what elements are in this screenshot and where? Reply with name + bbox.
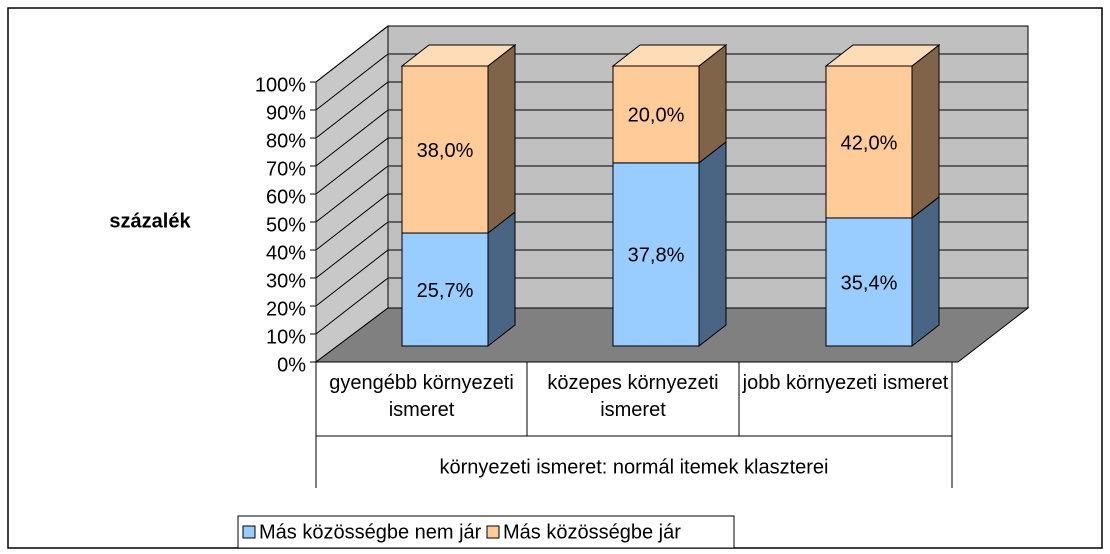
- x-tick-label: gyengébb környezeti ismeret: [329, 372, 514, 421]
- grid-line: [315, 193, 389, 251]
- bar-side: [698, 140, 727, 348]
- x-axis-title: környezeti ismeret: normál itemek klaszt…: [439, 456, 828, 478]
- bar: [401, 232, 489, 347]
- grid-line: [315, 81, 389, 139]
- legend-swatch: [486, 525, 500, 539]
- x-tick-label: közepes környezeti ismeret: [547, 372, 719, 421]
- value-label: 35,4%: [841, 272, 898, 294]
- bar-side: [487, 43, 516, 235]
- y-tick-label: 90%: [266, 102, 306, 124]
- value-label: 25,7%: [417, 280, 474, 302]
- bar: [401, 65, 489, 234]
- grid-line: [315, 249, 389, 307]
- grid-line: [315, 277, 389, 335]
- y-tick-label: 60%: [266, 186, 306, 208]
- y-tick-label: 10%: [266, 326, 306, 348]
- value-label: 38,0%: [417, 140, 474, 162]
- bar: [612, 162, 700, 347]
- legend-label: Más közösségbe jár: [503, 521, 681, 543]
- grid-line: [315, 221, 389, 279]
- y-tick-label: 50%: [266, 214, 306, 236]
- y-axis-title: százalék: [109, 210, 191, 232]
- legend-label: Más közösségbe nem jár: [259, 521, 482, 543]
- y-tick-label: 0%: [277, 354, 306, 376]
- legend-swatch: [242, 525, 256, 539]
- legend: Más közösségbe nem jár Más közösségbe jár: [242, 521, 681, 543]
- value-label: 42,0%: [841, 132, 898, 154]
- bar-side: [911, 43, 940, 219]
- grid-line: [315, 53, 389, 111]
- grid-line: [315, 25, 389, 83]
- y-tick-label: 100%: [255, 74, 306, 96]
- grid-line: [315, 109, 389, 167]
- grid-line: [315, 165, 389, 223]
- y-tick-label: 20%: [266, 298, 306, 320]
- y-tick-label: 40%: [266, 242, 306, 264]
- y-tick-label: 70%: [266, 158, 306, 180]
- legend-box: [237, 515, 735, 549]
- value-label: 20,0%: [628, 105, 685, 127]
- grid-line: [315, 137, 389, 195]
- y-tick-label: 30%: [266, 270, 306, 292]
- bar: [825, 217, 913, 347]
- y-tick-label: 80%: [266, 130, 306, 152]
- x-tick-label: jobb környezeti ismeret: [742, 372, 949, 394]
- bar: [825, 65, 913, 219]
- bar: [612, 65, 700, 164]
- value-label: 37,8%: [628, 245, 685, 267]
- bars: 25,7% 38,0% 37,8% 20,0% 35,4% 42,0%: [400, 43, 941, 348]
- bar-side: [487, 211, 516, 348]
- bar-side: [911, 195, 940, 348]
